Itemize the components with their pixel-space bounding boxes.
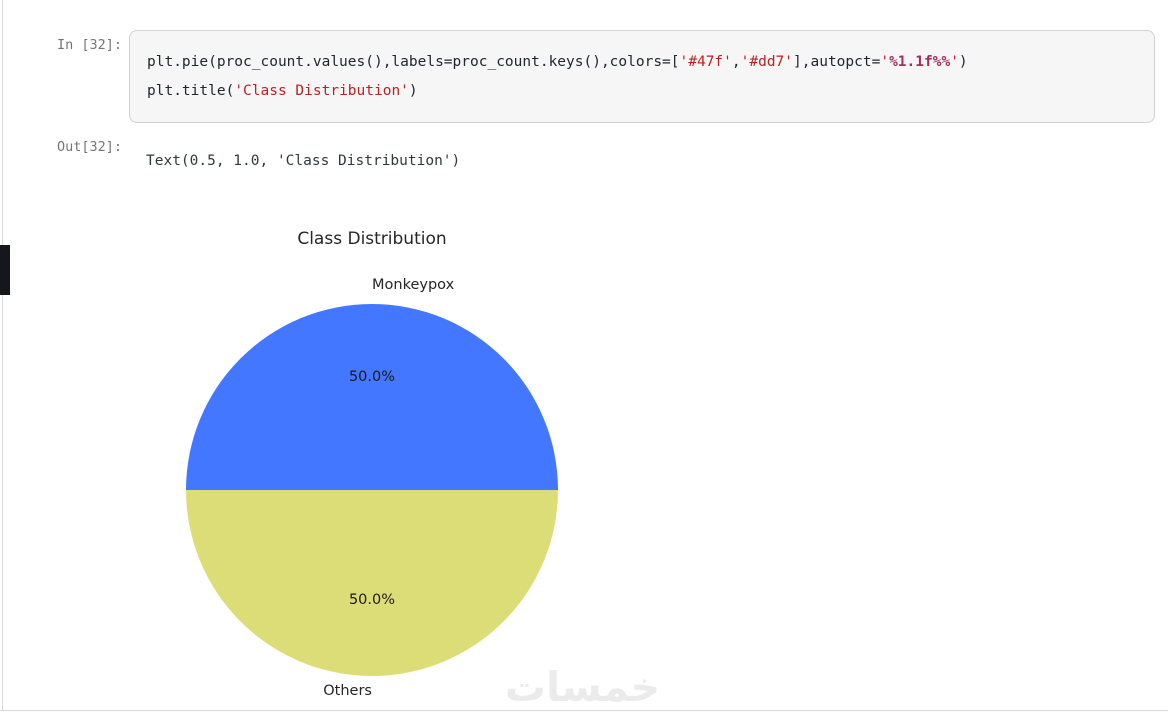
code-token: , bbox=[731, 54, 741, 70]
cell-output-text: Text(0.5, 1.0, 'Class Distribution') bbox=[146, 153, 461, 169]
bottom-divider bbox=[0, 710, 1168, 711]
code-line-2[interactable]: plt.title('Class Distribution') bbox=[147, 77, 1140, 106]
string-token: '#47f' bbox=[679, 54, 732, 70]
format-spec-token: %1.1f%% bbox=[889, 54, 951, 70]
string-quote-token: ' bbox=[950, 54, 959, 70]
string-quote-token: ' bbox=[880, 54, 890, 70]
string-token: '#dd7' bbox=[740, 54, 794, 70]
string-token: 'Class Distribution' bbox=[234, 83, 409, 99]
pie-percentage-others: 50.0% bbox=[348, 592, 396, 608]
input-prompt: In [32]: bbox=[56, 37, 122, 53]
left-scrollbar-thumb[interactable] bbox=[0, 245, 10, 295]
code-token: plt.pie(proc_count.values(),labels=proc_… bbox=[147, 54, 680, 70]
code-token: ],autopct= bbox=[793, 54, 881, 70]
chart-title: Class Distribution bbox=[297, 229, 447, 249]
left-scrollbar-track bbox=[2, 0, 3, 711]
code-cell-input[interactable]: plt.pie(proc_count.values(),labels=proc_… bbox=[129, 30, 1155, 123]
pie-percentage-monkeypox: 50.0% bbox=[348, 369, 396, 385]
pie-slice-label-monkeypox: Monkeypox bbox=[372, 277, 455, 293]
pie-slice-label-others: Others bbox=[323, 683, 372, 699]
code-token: ) bbox=[958, 54, 968, 70]
code-token: plt.title( bbox=[147, 83, 235, 99]
output-prompt: Out[32]: bbox=[56, 139, 122, 155]
pie-chart bbox=[186, 304, 558, 676]
code-line-1[interactable]: plt.pie(proc_count.values(),labels=proc_… bbox=[147, 48, 1140, 77]
code-token: ) bbox=[408, 83, 418, 99]
khamsat-watermark: خمسات bbox=[504, 663, 661, 711]
